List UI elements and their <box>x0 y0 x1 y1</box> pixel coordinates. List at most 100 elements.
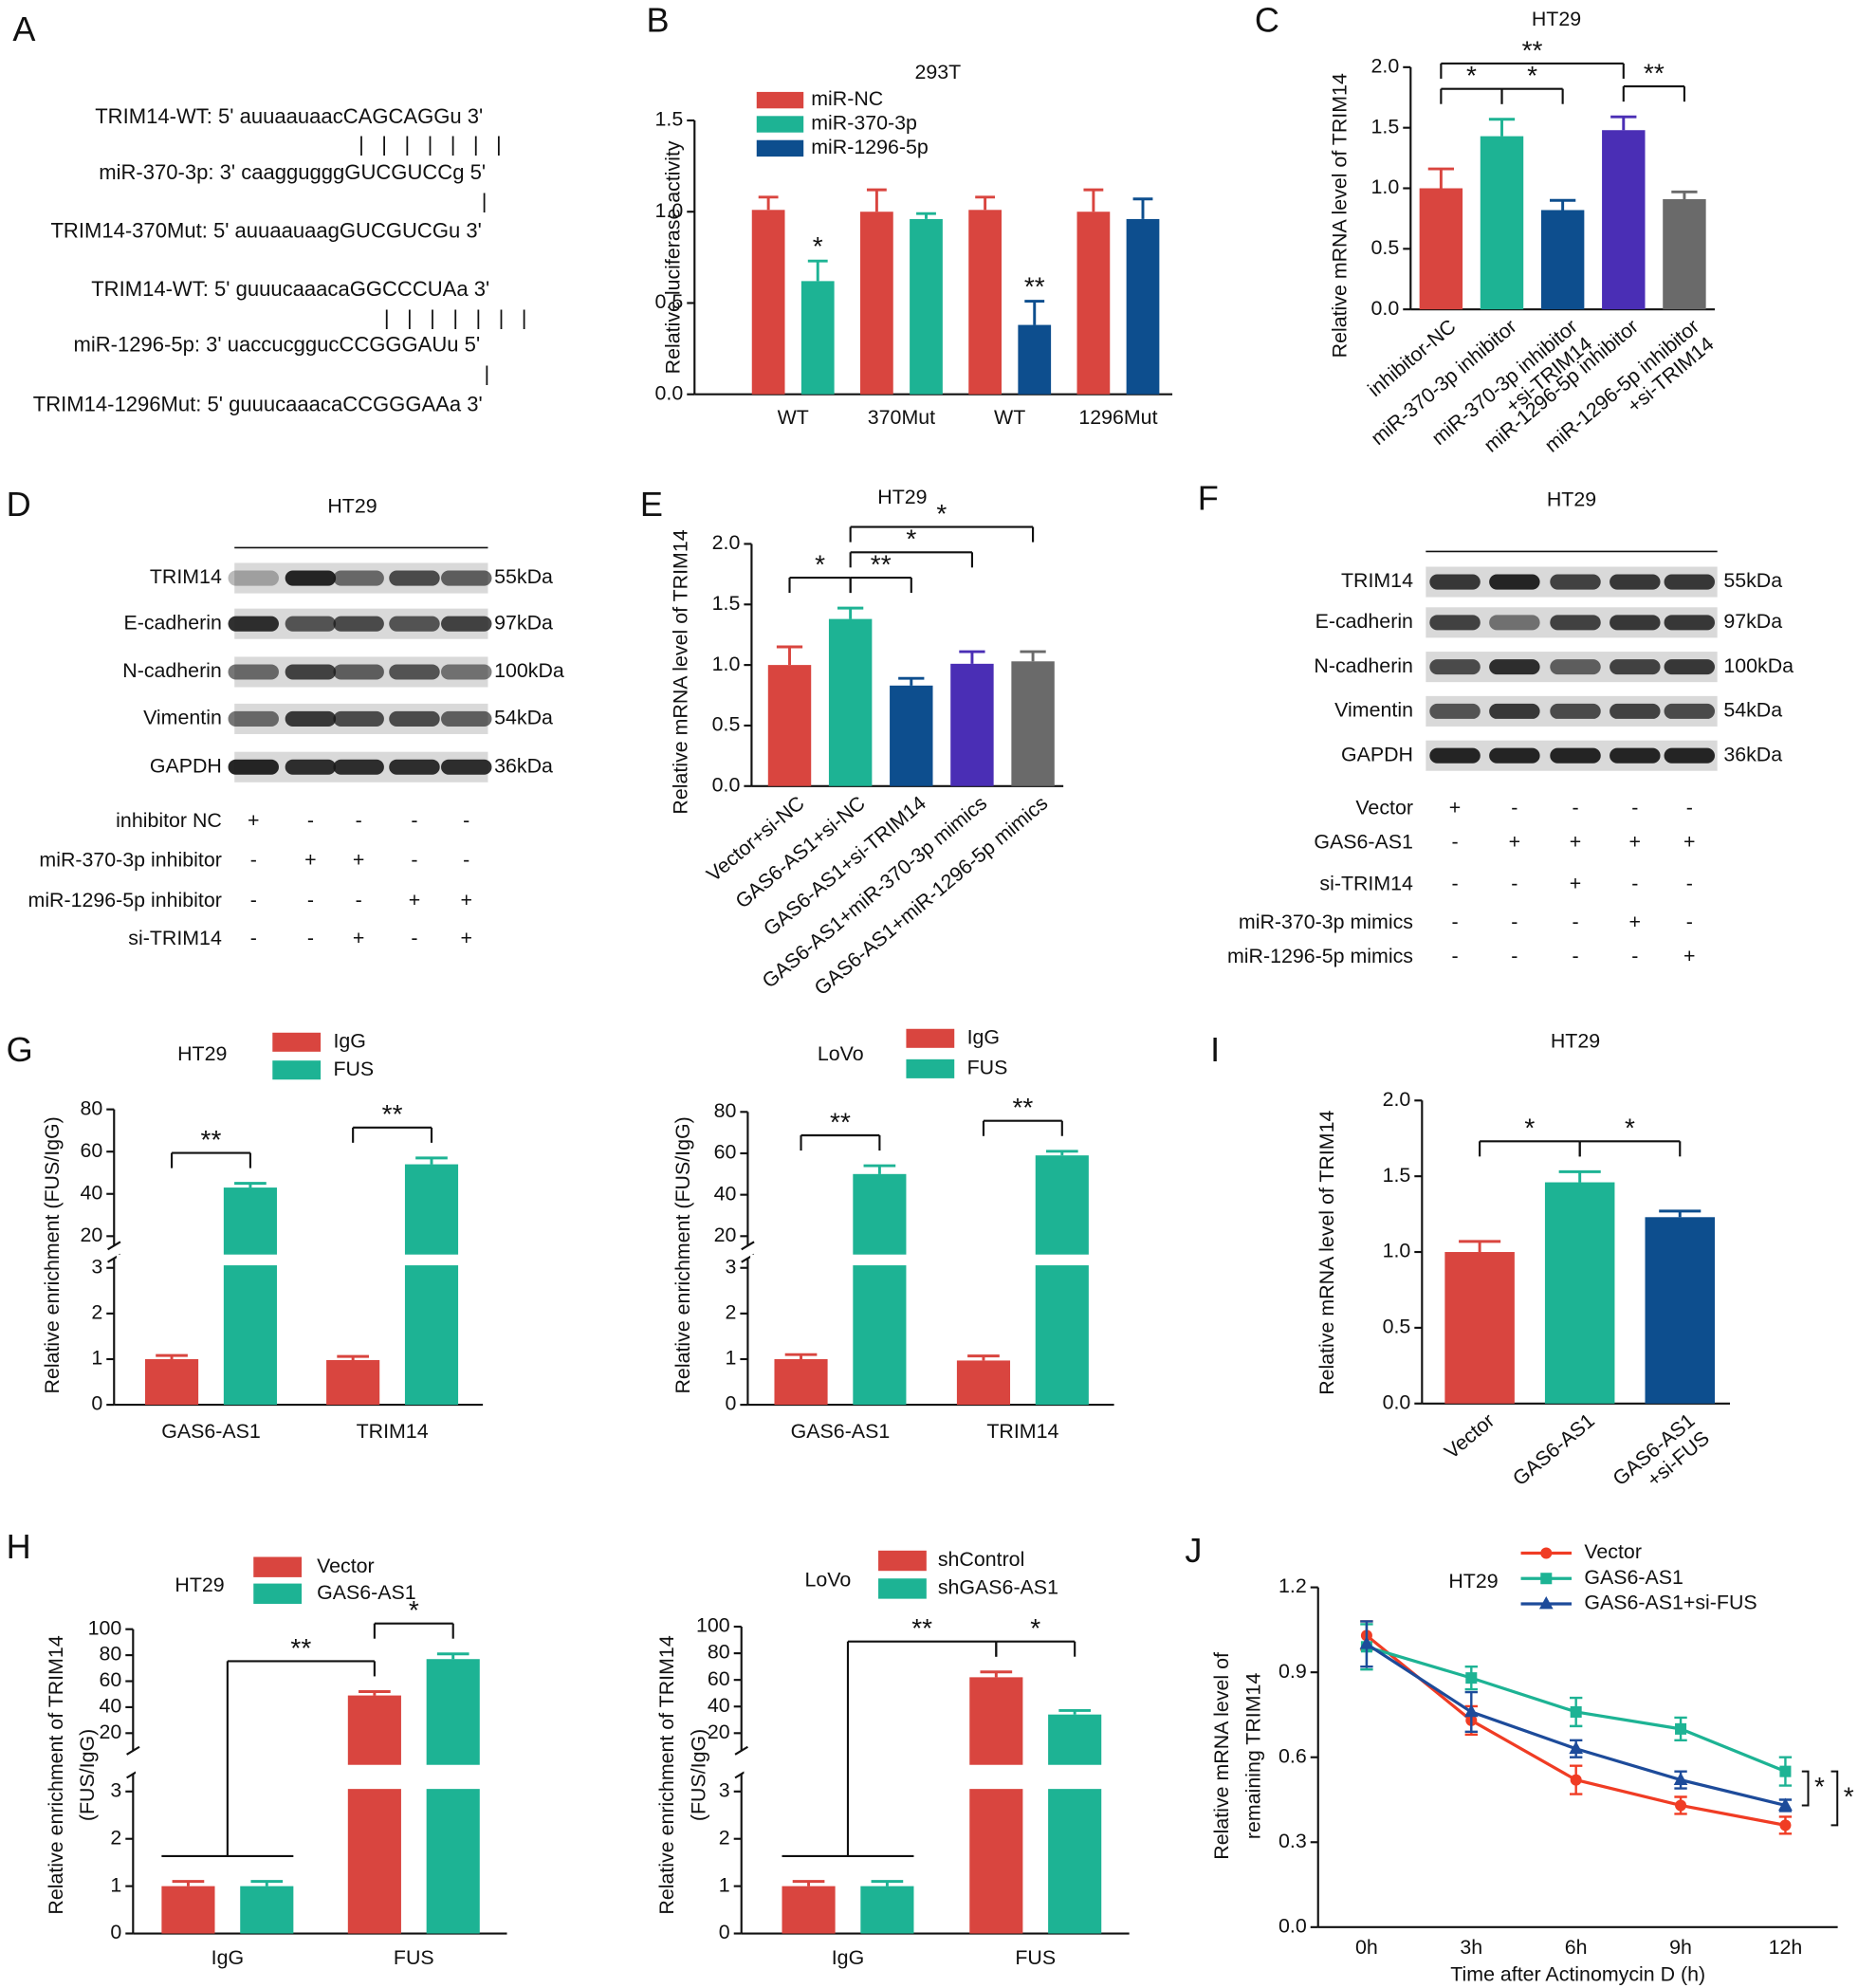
treatment-sign: + <box>1570 831 1581 854</box>
x-tick-label: TRIM14 <box>986 1420 1058 1443</box>
significance: * <box>1527 61 1537 90</box>
blot-band <box>1550 615 1601 631</box>
bar <box>145 1358 199 1406</box>
bar <box>800 281 835 395</box>
sequence-line: TRIM14-WT: 5' auuaauaacCAGCAGGu 3' <box>95 104 483 128</box>
data-point <box>1675 1799 1687 1812</box>
molecular-weight: 97kDa <box>494 611 553 634</box>
y-tick-label: 2 <box>110 1826 121 1849</box>
bar <box>860 1886 914 1934</box>
y-tick-label: 0 <box>110 1921 121 1943</box>
treatment-sign: + <box>353 848 364 871</box>
protein-label: E-cadherin <box>1315 610 1413 633</box>
error-bar <box>1083 188 1104 212</box>
chart-title: HT29 <box>1551 1029 1600 1052</box>
data-point <box>1779 1765 1792 1777</box>
panel-letter: A <box>12 9 35 48</box>
molecular-weight: 97kDa <box>1723 610 1782 633</box>
chart-title: HT29 <box>877 486 927 508</box>
bar <box>1480 136 1524 310</box>
y-axis-label: Relative mRNA level of TRIM14 <box>1315 1110 1338 1394</box>
y-tick-label: 1.0 <box>1383 1240 1411 1262</box>
y-tick-label: 0 <box>719 1921 730 1943</box>
y-axis-label: Relative mRNA level of TRIM14 <box>1328 73 1351 358</box>
error-bar <box>967 1354 1000 1361</box>
bar <box>751 210 785 395</box>
protein-label: GAPDH <box>1341 743 1413 765</box>
treatment-sign: - <box>356 889 362 911</box>
x-tick-label: IgG <box>832 1946 864 1969</box>
x-tick-label: 9h <box>1669 1936 1692 1959</box>
y-tick-label: 0.3 <box>1279 1830 1307 1852</box>
molecular-weight: 100kDa <box>494 659 564 682</box>
bar <box>782 1886 836 1934</box>
significance: * <box>1844 1781 1854 1811</box>
bracket <box>1801 1770 1810 1807</box>
y-tick-label: 1 <box>719 1873 730 1896</box>
molecular-weight: 36kDa <box>494 754 553 777</box>
data-point <box>1569 1740 1584 1755</box>
protein-label: N-cadherin <box>122 659 222 682</box>
y-tick-label: 80 <box>708 1641 730 1664</box>
error-bar <box>436 1652 469 1660</box>
y-tick-label: 0 <box>725 1392 736 1415</box>
axis-break <box>126 1745 140 1756</box>
y-tick-label: 80 <box>714 1099 737 1122</box>
error-bar <box>980 1670 1013 1678</box>
error-bar <box>807 259 828 282</box>
blot-band <box>285 759 337 775</box>
axis-break <box>741 1241 755 1251</box>
axis-break-gap <box>135 1764 510 1790</box>
treatment-sign: - <box>1451 945 1458 967</box>
y-tick-label: 0.0 <box>1371 297 1400 320</box>
y-tick-label: 100 <box>88 1616 122 1639</box>
blot-band <box>441 570 492 586</box>
treatment-label: si-TRIM14 <box>1319 873 1413 895</box>
y-axis-label: remaining TRIM14 <box>1242 1673 1265 1840</box>
bar <box>1035 1155 1089 1406</box>
error-bar <box>871 1880 904 1887</box>
error-bar <box>1459 1240 1501 1253</box>
panel-letter: G <box>7 1030 33 1069</box>
significance: * <box>815 549 825 579</box>
sequence-line: miR-370-3p: 3' caaggugggGUCGUCCg 5' <box>99 160 486 184</box>
y-axis-label: Relative enrichment (FUS/IgG) <box>41 1116 64 1393</box>
blot-band <box>441 710 492 727</box>
blot-band <box>1489 747 1540 764</box>
y-tick-label: 80 <box>100 1643 122 1666</box>
chart-title: HT29 <box>175 1574 224 1596</box>
treatment-sign: - <box>1686 796 1693 819</box>
y-tick-label: 1.5 <box>1371 115 1400 138</box>
bar <box>860 212 893 395</box>
y-axis-label: (FUS/IgG) <box>687 1729 709 1821</box>
error-bar <box>1427 167 1454 189</box>
blot-band <box>389 570 440 586</box>
x-tick-label: 370Mut <box>868 406 935 429</box>
error-bar <box>837 606 864 619</box>
molecular-weight: 54kDa <box>494 707 553 729</box>
bar <box>853 1173 907 1406</box>
error-bar <box>758 195 779 211</box>
bracket <box>1830 1770 1839 1827</box>
y-tick-label: 3 <box>91 1255 102 1278</box>
legend-label: IgG <box>967 1025 1000 1048</box>
y-tick-label: 1.0 <box>712 653 741 675</box>
y-tick-label: 2 <box>725 1300 736 1323</box>
y-axis-label: Relative enrichment of TRIM14 <box>45 1635 67 1914</box>
x-tick-label: GAS6-AS1 <box>791 1420 891 1443</box>
y-tick-label: 40 <box>80 1181 102 1204</box>
legend-label: miR-1296-5p <box>811 136 929 158</box>
x-tick-label: FUS <box>394 1946 434 1969</box>
data-point <box>1359 1636 1374 1649</box>
significance: ** <box>871 549 892 579</box>
chart-title: LoVo <box>805 1569 852 1592</box>
y-axis-label: (FUS/IgG) <box>76 1729 99 1821</box>
blot-band <box>333 570 384 586</box>
treatment-sign: + <box>461 889 472 911</box>
treatment-sign: + <box>1629 831 1641 854</box>
treatment-sign: - <box>1451 831 1458 854</box>
bar <box>774 1358 828 1406</box>
significance: ** <box>290 1633 311 1663</box>
y-tick-label: 80 <box>80 1096 102 1119</box>
